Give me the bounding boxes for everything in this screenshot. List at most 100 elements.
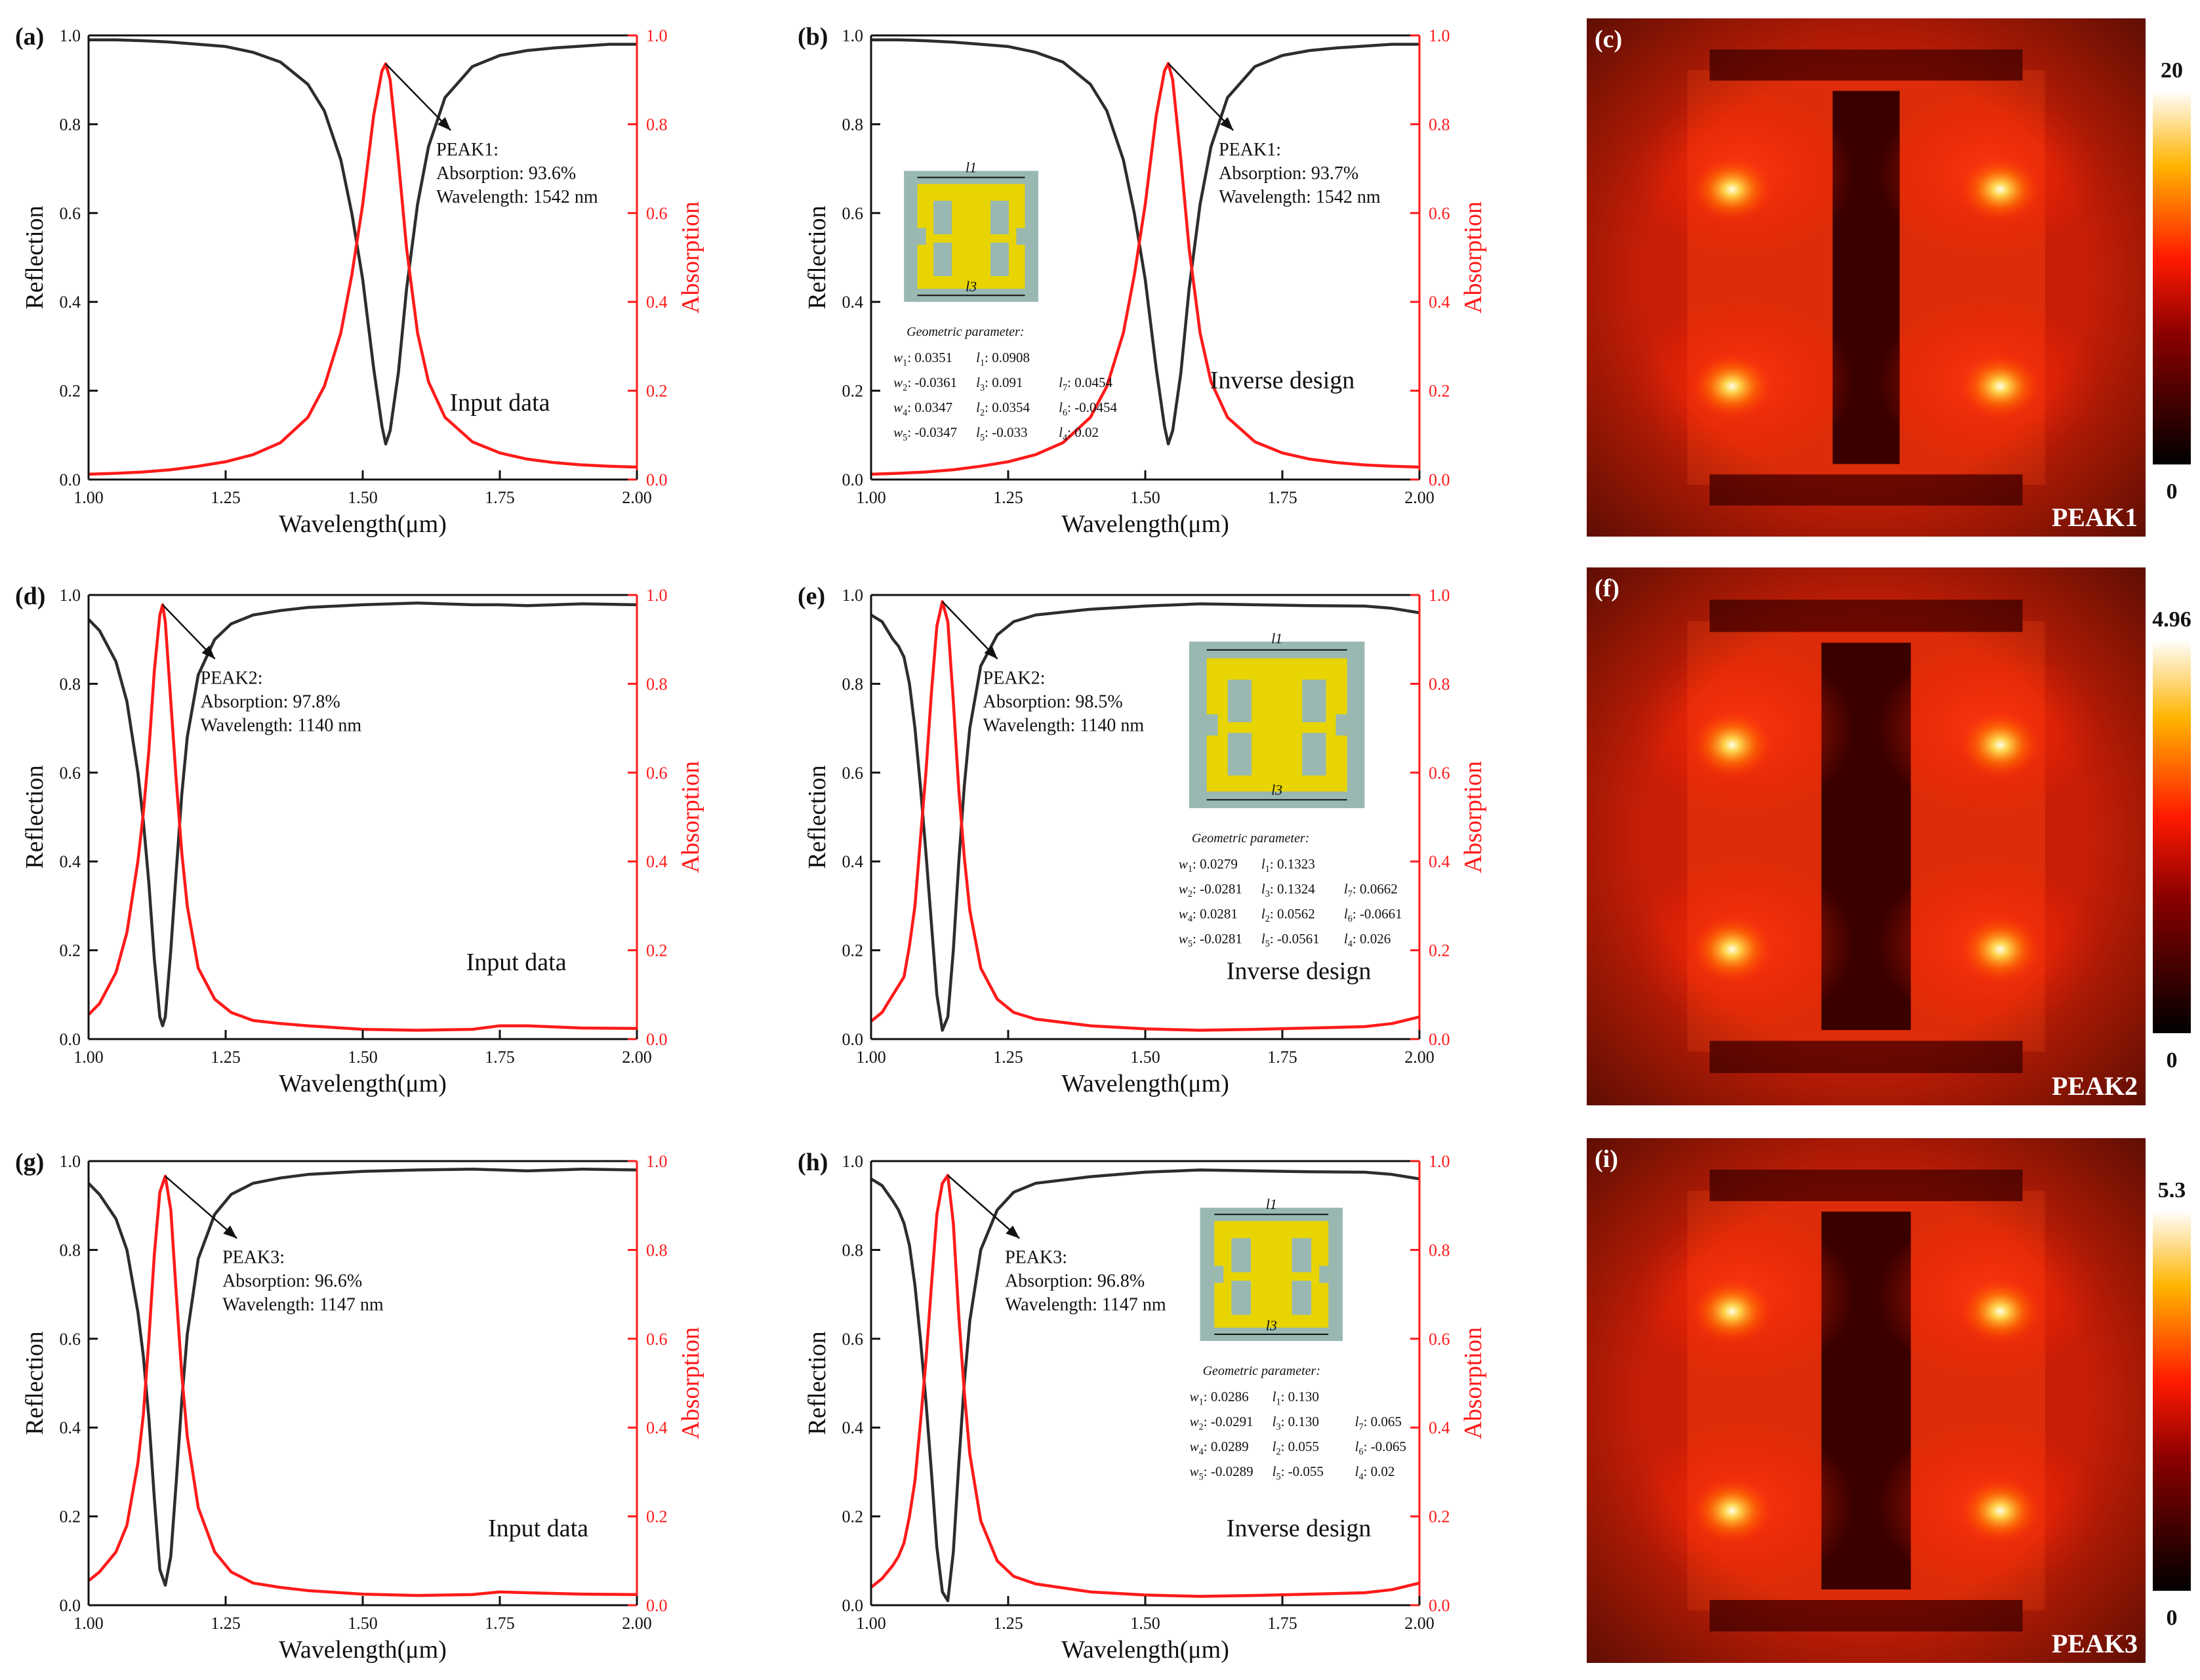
geometric-parameter-value: l7: 0.0454 — [1059, 375, 1112, 393]
field-map-vignette — [1587, 18, 2146, 537]
colorbar-max-label: 20 — [2161, 58, 2183, 83]
y-axis-label-right: Absorption — [1459, 1327, 1487, 1439]
peak-annotation-text: Absorption: 93.7% — [1219, 163, 1358, 184]
y-tick-label-left: 0.6 — [842, 1330, 864, 1349]
x-tick-label: 1.50 — [348, 1048, 378, 1067]
x-tick-label: 1.50 — [1130, 488, 1160, 507]
x-axis-label: Wavelength(μm) — [1061, 1636, 1229, 1664]
y-tick-label-right: 0.6 — [646, 764, 668, 783]
x-tick-label: 1.50 — [1130, 1614, 1160, 1633]
geometric-parameter-value: l6: -0.0661 — [1344, 906, 1402, 924]
inset-slot — [1227, 733, 1252, 776]
geometric-parameter-value: l7: 0.0662 — [1344, 881, 1398, 899]
y-tick-label-right: 0.2 — [1429, 1507, 1450, 1526]
y-axis-label-left: Reflection — [804, 1331, 831, 1435]
y-axis-label-left: Reflection — [804, 765, 831, 869]
absorption-series-line — [870, 1174, 1420, 1598]
unit-cell-inset: l1 l3 — [1189, 630, 1365, 808]
panel-d: 0.0 0.0 0.2 0.2 0.4 0.4 0.6 0.6 0.8 0.8 1.0 1.0 1.00… — [15, 583, 704, 1097]
y-tick-label-left: 1.0 — [60, 1152, 81, 1171]
peak-label: PEAK1 — [2052, 502, 2138, 532]
y-tick-label-right: 0.2 — [646, 941, 668, 960]
x-tick-label: 1.25 — [993, 1048, 1023, 1067]
geometric-parameter-value: w1: 0.0286 — [1190, 1389, 1249, 1407]
geometric-parameter-value: w4: 0.0289 — [1190, 1439, 1249, 1457]
inset-gap-left — [1206, 714, 1218, 736]
geometric-parameter-value: l4: 0.02 — [1059, 424, 1099, 443]
unit-cell-inset: l1 l3 — [904, 159, 1038, 302]
y-tick-label-left: 0.0 — [842, 1596, 864, 1615]
peak-annotation-text: PEAK1: — [1219, 140, 1281, 160]
y-tick-label-right: 1.0 — [1429, 26, 1450, 45]
x-tick-label: 2.00 — [622, 1048, 652, 1067]
inset-gap-right — [1335, 714, 1347, 736]
geometric-parameter-value: l1: 0.0908 — [976, 350, 1030, 368]
panel-e: 0.0 0.0 0.2 0.2 0.4 0.4 0.6 0.6 0.8 0.8 1.0 1.0 1.00… — [798, 583, 1487, 1097]
geometric-parameter-value: w2: -0.0281 — [1179, 881, 1242, 899]
panel-label: (b) — [798, 23, 828, 51]
x-tick-label: 1.00 — [73, 488, 104, 507]
y-tick-label-left: 0.4 — [842, 293, 864, 312]
inset-label-l3: l3 — [1271, 782, 1282, 798]
geometric-parameter-value: w4: 0.0281 — [1179, 906, 1238, 924]
y-tick-label-right: 0.4 — [1429, 293, 1450, 312]
y-axis-label-right: Absorption — [677, 201, 704, 314]
x-tick-label: 2.00 — [1404, 488, 1435, 507]
x-axis-label: Wavelength(μm) — [279, 510, 447, 538]
inset-label-l3: l3 — [966, 278, 977, 295]
geometric-parameter-value: l6: -0.065 — [1355, 1439, 1406, 1457]
y-tick-label-right: 1.0 — [646, 586, 668, 605]
panel-label: (d) — [15, 583, 45, 610]
absorption-series-line — [870, 62, 1420, 476]
y-axis-label-right: Absorption — [1459, 761, 1487, 873]
peak-annotation-text: PEAK3: — [222, 1248, 285, 1268]
geometric-parameter-value: l7: 0.065 — [1355, 1414, 1402, 1432]
geometric-parameter-value: w5: -0.0281 — [1179, 931, 1242, 949]
field-maps: (c) PEAK1 20 0 (f) PEAK2 4.96 0 (i) PEAK3 5.3 0 — [1587, 18, 2191, 1663]
x-tick-label: 1.00 — [856, 1614, 886, 1633]
y-tick-label-left: 1.0 — [842, 26, 864, 45]
x-tick-label: 1.00 — [73, 1614, 104, 1633]
y-tick-label-left: 1.0 — [60, 586, 81, 605]
y-axis-label-right: Absorption — [1459, 201, 1487, 314]
x-axis-label: Wavelength(μm) — [1061, 510, 1229, 538]
x-tick-label: 1.50 — [1130, 1048, 1160, 1067]
y-tick-label-right: 0.8 — [1429, 115, 1450, 134]
inset-slot — [1231, 1238, 1251, 1273]
colorbar-min-label: 0 — [2167, 480, 2178, 504]
y-tick-label-left: 0.6 — [842, 204, 864, 223]
y-tick-label-right: 0.6 — [646, 204, 668, 223]
y-tick-label-right: 1.0 — [1429, 586, 1450, 605]
panel-tag: Input data — [449, 389, 550, 417]
y-tick-label-left: 0.4 — [60, 293, 81, 312]
y-tick-label-left: 0.4 — [842, 1418, 864, 1437]
geometric-parameter-title: Geometric parameter: — [906, 325, 1024, 339]
peak-arrow-head — [1006, 1225, 1020, 1239]
geometric-parameter-value: w1: 0.0351 — [893, 350, 952, 368]
geometric-parameter-value: l1: 0.1323 — [1261, 856, 1315, 874]
y-tick-label-left: 0.4 — [842, 852, 864, 871]
inset-slot — [1231, 1280, 1251, 1315]
y-tick-label-right: 0.2 — [646, 1507, 668, 1526]
y-tick-label-left: 0.2 — [842, 941, 864, 960]
geometric-parameter-value: l3: 0.130 — [1273, 1414, 1319, 1432]
peak-annotation-text: Wavelength: 1140 nm — [983, 715, 1145, 735]
geometric-parameter-value: w4: 0.0347 — [893, 400, 952, 418]
y-tick-label-right: 0.0 — [646, 1030, 668, 1049]
panel-label: (i) — [1595, 1145, 1618, 1173]
panel-h: 0.0 0.0 0.2 0.2 0.4 0.4 0.6 0.6 0.8 0.8 1.0 1.0 1.00… — [798, 1149, 1487, 1664]
y-tick-label-left: 0.0 — [60, 470, 81, 489]
x-tick-label: 2.00 — [622, 488, 652, 507]
y-tick-label-right: 0.4 — [646, 293, 668, 312]
x-tick-label: 1.00 — [856, 1048, 886, 1067]
inset-label-l1: l1 — [1271, 630, 1282, 647]
colorbar-max-label: 4.96 — [2152, 607, 2191, 632]
x-tick-label: 1.75 — [1267, 488, 1297, 507]
panel-label: (a) — [15, 23, 44, 51]
y-tick-label-right: 0.6 — [1429, 1330, 1450, 1349]
panel-g: 0.0 0.0 0.2 0.2 0.4 0.4 0.6 0.6 0.8 0.8 1.0 1.0 1.00… — [15, 1149, 704, 1664]
peak-annotation-text: Wavelength: 1542 nm — [1219, 187, 1381, 207]
y-tick-label-left: 0.8 — [842, 1240, 864, 1260]
panel-tag: Inverse design — [1227, 1515, 1372, 1542]
y-tick-label-left: 0.4 — [60, 1418, 81, 1437]
